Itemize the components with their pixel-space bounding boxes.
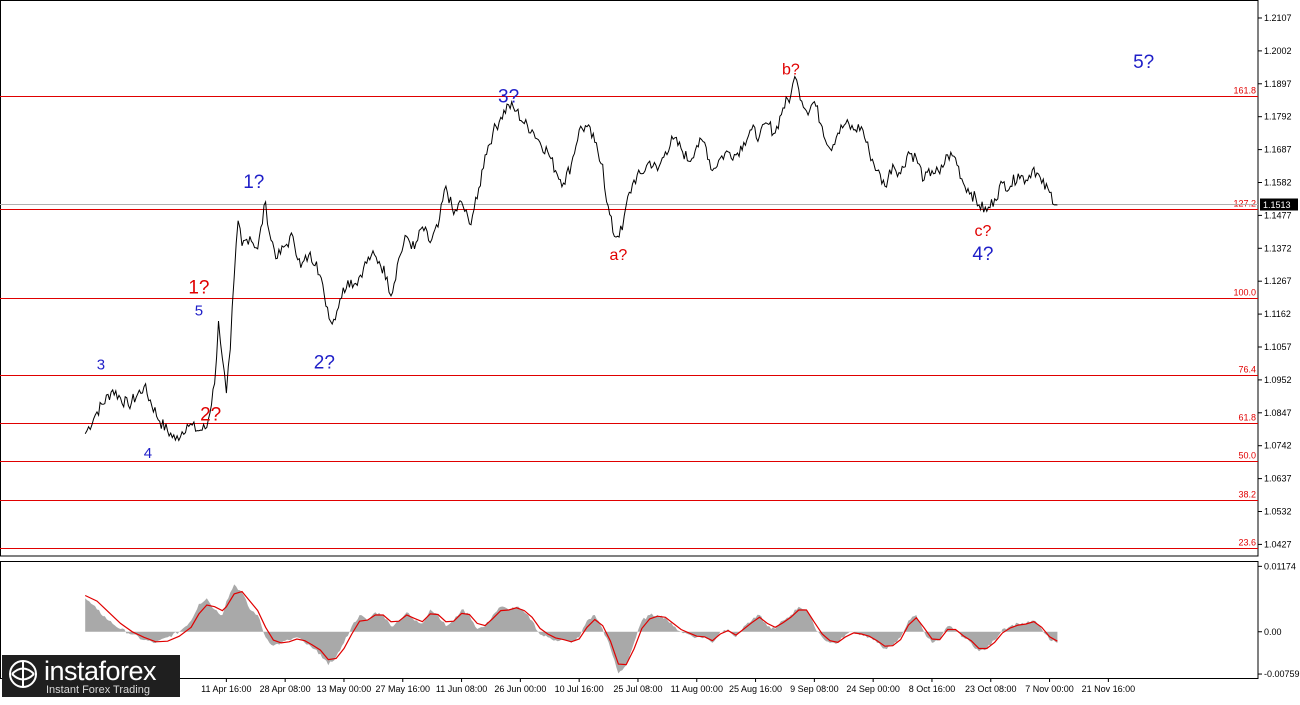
wave-label: 4? [972, 244, 993, 265]
fib-level-label: 127.2 [1233, 199, 1256, 209]
wave-label: 2? [200, 405, 221, 426]
wave-label: 1? [243, 172, 264, 193]
fib-level-label: 61.8 [1238, 413, 1256, 423]
x-tick-label: 11 Apr 16:00 [201, 684, 251, 694]
y-tick-label: 1.1582 [1264, 177, 1292, 187]
wave-label: c? [974, 223, 991, 240]
oscillator-panel-frame [0, 561, 1259, 679]
x-tick-label: 8 Oct 16:00 [909, 684, 956, 694]
fib-level-label: 50.0 [1238, 451, 1256, 461]
osc-y-tick-label: 0.00 [1264, 627, 1282, 637]
logo-name: instaforex [44, 656, 157, 686]
y-tick-label: 1.0742 [1264, 441, 1292, 451]
fib-level-label: 38.2 [1238, 490, 1256, 500]
y-tick-label: 1.1792 [1264, 112, 1292, 122]
y-tick-label: 1.1372 [1264, 243, 1292, 253]
fib-level-label: 76.4 [1238, 365, 1256, 375]
osc-y-tick-label: -0.00759 [1264, 669, 1300, 679]
x-tick-label: 23 Oct 08:00 [965, 684, 1017, 694]
x-tick-label: 25 Jul 08:00 [613, 684, 662, 694]
x-tick-label: 26 Jun 00:00 [494, 684, 546, 694]
logo-tagline: Instant Forex Trading [46, 684, 150, 696]
current-price-label: 1.1513 [1263, 200, 1291, 210]
x-tick-label: 10 Jul 16:00 [555, 684, 604, 694]
main-panel-frame [0, 0, 1259, 557]
x-tick-label: 28 Apr 08:00 [260, 684, 311, 694]
x-tick-label: 25 Aug 16:00 [729, 684, 782, 694]
osc-y-tick-label: 0.01174 [1264, 561, 1296, 571]
y-tick-label: 1.1687 [1264, 145, 1292, 155]
y-tick-label: 1.1267 [1264, 276, 1292, 286]
wave-label: 3? [498, 87, 519, 108]
y-tick-label: 1.2107 [1264, 13, 1292, 23]
logo-globe-icon [9, 660, 37, 688]
wave-label: 5? [1133, 52, 1154, 73]
y-tick-label: 1.0427 [1264, 539, 1292, 549]
instaforex-logo: instaforex Instant Forex Trading [2, 655, 180, 697]
oscillator-signal-line [84, 590, 1058, 666]
wave-label: b? [782, 62, 800, 79]
y-tick-label: 1.1477 [1264, 210, 1292, 220]
fib-level-label: 161.8 [1233, 86, 1256, 96]
x-tick-label: 21 Nov 16:00 [1082, 684, 1136, 694]
y-tick-label: 1.1162 [1264, 309, 1291, 319]
wave-label: 3 [97, 357, 105, 374]
y-tick-label: 1.0637 [1264, 474, 1292, 484]
wave-label: a? [609, 247, 627, 264]
wave-label: 5 [195, 302, 203, 319]
current-price-badge [1260, 198, 1298, 211]
x-tick-label: 27 May 16:00 [375, 684, 430, 694]
x-tick-label: 24 Sep 00:00 [846, 684, 900, 694]
fib-level-label: 23.6 [1238, 538, 1256, 548]
wave-label: 2? [314, 353, 335, 374]
y-tick-label: 1.1897 [1264, 79, 1292, 89]
x-tick-label: 11 Aug 00:00 [671, 684, 723, 694]
x-tick-label: 7 Nov 00:00 [1025, 684, 1074, 694]
wave-label: 1? [188, 278, 209, 299]
y-tick-label: 1.0847 [1264, 408, 1292, 418]
y-tick-label: 1.1057 [1264, 342, 1292, 352]
x-tick-label: 13 May 00:00 [317, 684, 372, 694]
oscillator-histogram [85, 584, 1058, 674]
y-tick-label: 1.2002 [1264, 46, 1292, 56]
x-tick-label: 9 Sep 08:00 [790, 684, 839, 694]
x-tick-label: 11 Jun 08:00 [436, 684, 487, 694]
y-tick-label: 1.0952 [1264, 375, 1292, 385]
y-tick-label: 1.0532 [1264, 507, 1292, 517]
fib-level-label: 100.0 [1233, 288, 1256, 298]
wave-label: 4 [144, 445, 152, 462]
price-series-line [84, 75, 1058, 442]
